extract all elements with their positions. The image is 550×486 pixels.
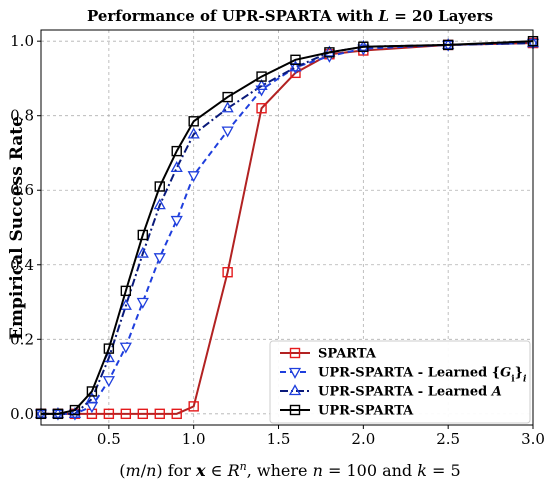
data-point-1	[153, 253, 166, 265]
data-point-2	[85, 392, 99, 404]
x-tick-label: 1.5	[267, 430, 291, 448]
legend-label-2: UPR-SPARTA - Learned A	[318, 385, 502, 400]
data-point-3	[69, 404, 81, 416]
data-point-2	[119, 298, 132, 310]
data-point-0	[188, 401, 199, 412]
legend-marker-3	[289, 404, 301, 416]
y-tick-label: 1.0	[10, 32, 34, 50]
x-tick-label: 2.0	[351, 430, 375, 448]
data-point-1	[102, 376, 115, 388]
legend-label-3: UPR-SPARTA	[318, 404, 414, 419]
data-point-3	[222, 91, 233, 103]
data-point-1	[85, 402, 99, 414]
data-point-2	[221, 101, 234, 113]
data-point-0	[120, 408, 132, 420]
data-point-3	[171, 145, 182, 157]
series-line-1	[41, 42, 534, 415]
legend-label-0: SPARTA	[318, 347, 377, 362]
data-point-2	[136, 246, 149, 258]
series-line-2	[41, 42, 534, 415]
data-point-3	[137, 229, 148, 241]
data-point-0	[222, 267, 233, 278]
legend-marker-2	[288, 384, 302, 396]
series-line-3	[41, 40, 534, 415]
data-point-2	[289, 60, 302, 72]
x-tick-label: 0.5	[97, 430, 121, 448]
data-point-3	[358, 41, 369, 52]
x-axis-label: (m/n) for x ∈ Rn, where n = 100 and k = …	[119, 460, 460, 481]
data-point-2	[187, 127, 200, 139]
y-tick-label: 0.4	[10, 256, 34, 274]
data-point-1	[136, 297, 149, 309]
data-point-1	[170, 215, 183, 227]
axis-ticks: 0.5 1.0 1.5 2.0 2.5 3.0 0.0 0.2 0.4 0.6 0.8 1.0	[10, 32, 545, 448]
data-point-3	[290, 54, 301, 66]
y-tick-label: 0.6	[10, 181, 34, 199]
data-point-3	[324, 47, 335, 58]
legend-marker-1	[288, 367, 302, 379]
y-tick-label: 0.2	[10, 330, 34, 348]
data-point-0	[137, 408, 148, 420]
data-point-3	[442, 39, 454, 51]
data-point-3	[103, 343, 115, 354]
y-tick-label: 0.8	[10, 107, 34, 125]
data-point-1	[119, 342, 132, 354]
data-point-3	[86, 386, 98, 397]
data-point-2	[68, 406, 82, 418]
data-point-1	[187, 171, 200, 183]
x-tick-label: 1.0	[182, 430, 206, 448]
data-point-3	[188, 116, 199, 127]
series-3	[35, 35, 539, 420]
legend-label-1: UPR-SPARTA - Learned {Gi}i	[318, 366, 527, 385]
data-point-3	[154, 181, 165, 192]
data-point-3	[52, 408, 64, 420]
data-point-3	[256, 71, 267, 82]
plot-frame	[40, 29, 534, 426]
data-point-0	[256, 103, 267, 114]
chart-title: Performance of UPR-SPARTA with L = 20 La…	[87, 7, 493, 25]
x-tick-label: 2.5	[436, 430, 460, 448]
y-tick-label: 0.0	[10, 405, 34, 423]
legend-marker-0	[289, 347, 301, 359]
data-point-0	[103, 408, 115, 420]
data-point-2	[255, 79, 268, 91]
data-point-2	[153, 198, 166, 210]
legend-box	[269, 340, 531, 424]
data-point-1	[221, 126, 234, 138]
data-point-2	[170, 161, 183, 173]
x-tick-label: 3.0	[521, 430, 545, 448]
y-axis-label: Empirical Success Rate	[7, 116, 27, 340]
data-point-3	[120, 285, 132, 297]
data-point-0	[171, 408, 182, 420]
data-point-0	[154, 408, 165, 420]
